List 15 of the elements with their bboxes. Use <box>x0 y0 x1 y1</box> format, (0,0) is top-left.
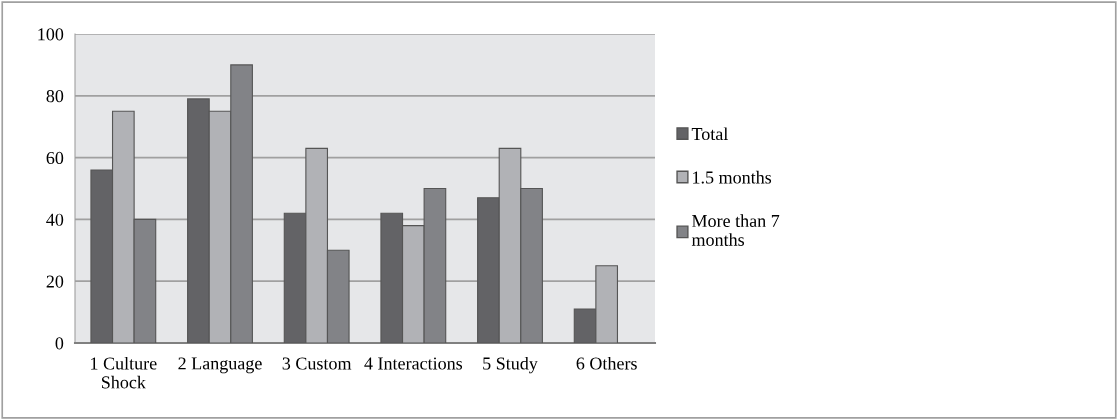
x-tick-label: 2 Language <box>178 357 262 374</box>
y-tick-label: 60 <box>46 151 64 165</box>
y-tick-label: 20 <box>46 275 64 288</box>
y-tick-label: 0 <box>55 337 64 350</box>
x-tick-label: 5 Study <box>483 356 538 374</box>
x-tick-label: 1 Culture Shock <box>91 356 157 389</box>
x-tick-label: 3 Custom <box>282 357 352 370</box>
legend-label: Total <box>691 127 728 141</box>
y-tick-label: 80 <box>46 90 64 103</box>
x-tick-label: 4 Interactions <box>364 357 463 370</box>
legend-label: 1.5 months <box>693 170 772 184</box>
y-tick-label: 100 <box>38 28 64 41</box>
x-tick-label: 6 Others <box>576 356 637 370</box>
legend-label: More than 7 months <box>691 214 780 246</box>
y-tick-label: 40 <box>46 213 64 226</box>
